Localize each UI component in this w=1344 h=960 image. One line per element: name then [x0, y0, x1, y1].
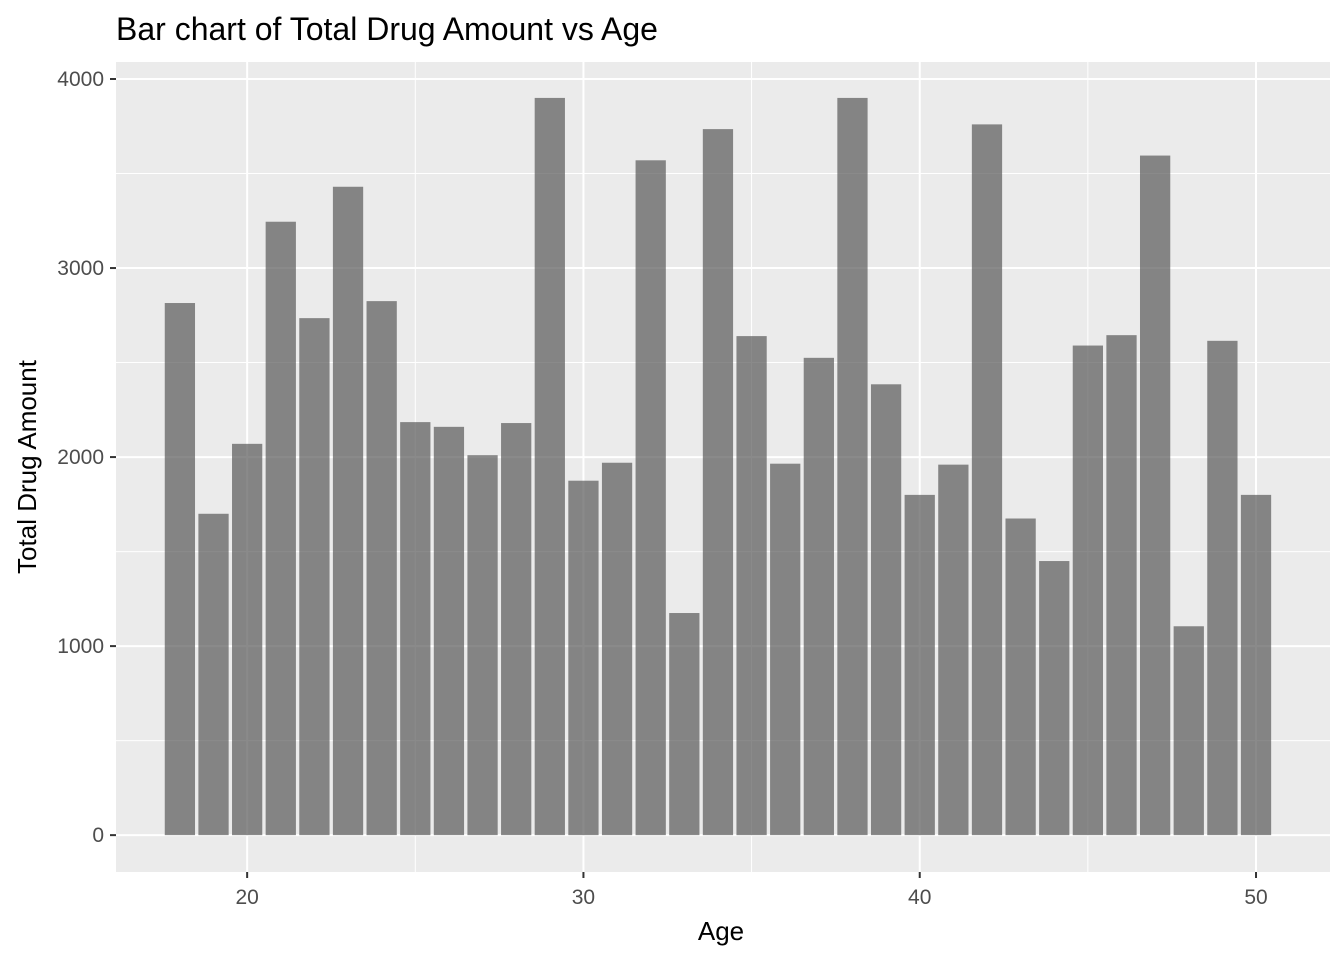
bar-age-22 — [299, 318, 330, 836]
bar-age-24 — [366, 301, 397, 836]
x-axis-title: Age — [698, 916, 744, 946]
bar-age-47 — [1139, 155, 1171, 836]
bar-age-40 — [904, 494, 935, 836]
x-tick-label: 50 — [1244, 886, 1267, 909]
y-axis: 0 1000 2000 3000 4000 — [57, 68, 116, 847]
bar-age-39 — [870, 384, 902, 836]
bar-age-23 — [332, 186, 364, 836]
bar-age-41 — [938, 464, 969, 836]
bar-age-28 — [501, 423, 532, 836]
bar-age-27 — [467, 455, 498, 836]
chart-title: Bar chart of Total Drug Amount vs Age — [116, 11, 658, 47]
bar-age-49 — [1207, 340, 1238, 836]
bar-age-36 — [770, 463, 801, 836]
bar-age-20 — [232, 443, 263, 836]
bar-age-19 — [198, 513, 229, 836]
bar-age-32 — [635, 160, 666, 836]
bar-age-21 — [265, 221, 296, 836]
bar-age-35 — [736, 336, 767, 836]
bar-age-31 — [601, 462, 633, 836]
x-tick-label: 30 — [572, 886, 595, 909]
bar-age-26 — [433, 426, 465, 836]
y-tick-label: 4000 — [57, 68, 104, 91]
bars — [164, 97, 1272, 836]
y-tick-label: 2000 — [57, 446, 104, 469]
bar-age-42 — [971, 124, 1003, 836]
bar-age-45 — [1072, 345, 1104, 836]
bar-age-18 — [164, 303, 196, 836]
y-tick-label: 1000 — [57, 635, 104, 658]
y-axis-title: Total Drug Amount — [12, 359, 42, 574]
bar-age-50 — [1240, 494, 1272, 836]
x-axis: 20 30 40 50 — [235, 872, 1268, 909]
x-tick-label: 40 — [908, 886, 931, 909]
bar-age-33 — [669, 613, 700, 836]
bar-age-44 — [1039, 561, 1070, 836]
bar-age-38 — [837, 97, 868, 836]
y-tick-label: 3000 — [57, 257, 104, 280]
bar-age-30 — [568, 480, 599, 836]
bar-age-46 — [1106, 335, 1137, 836]
bar-age-25 — [400, 422, 431, 836]
y-tick-label: 0 — [92, 824, 104, 847]
x-tick-label: 20 — [235, 886, 258, 909]
bar-age-37 — [803, 357, 834, 836]
bar-age-43 — [1005, 518, 1036, 836]
bar-age-34 — [702, 129, 734, 836]
bar-age-48 — [1173, 626, 1204, 836]
bar-age-29 — [534, 97, 565, 836]
